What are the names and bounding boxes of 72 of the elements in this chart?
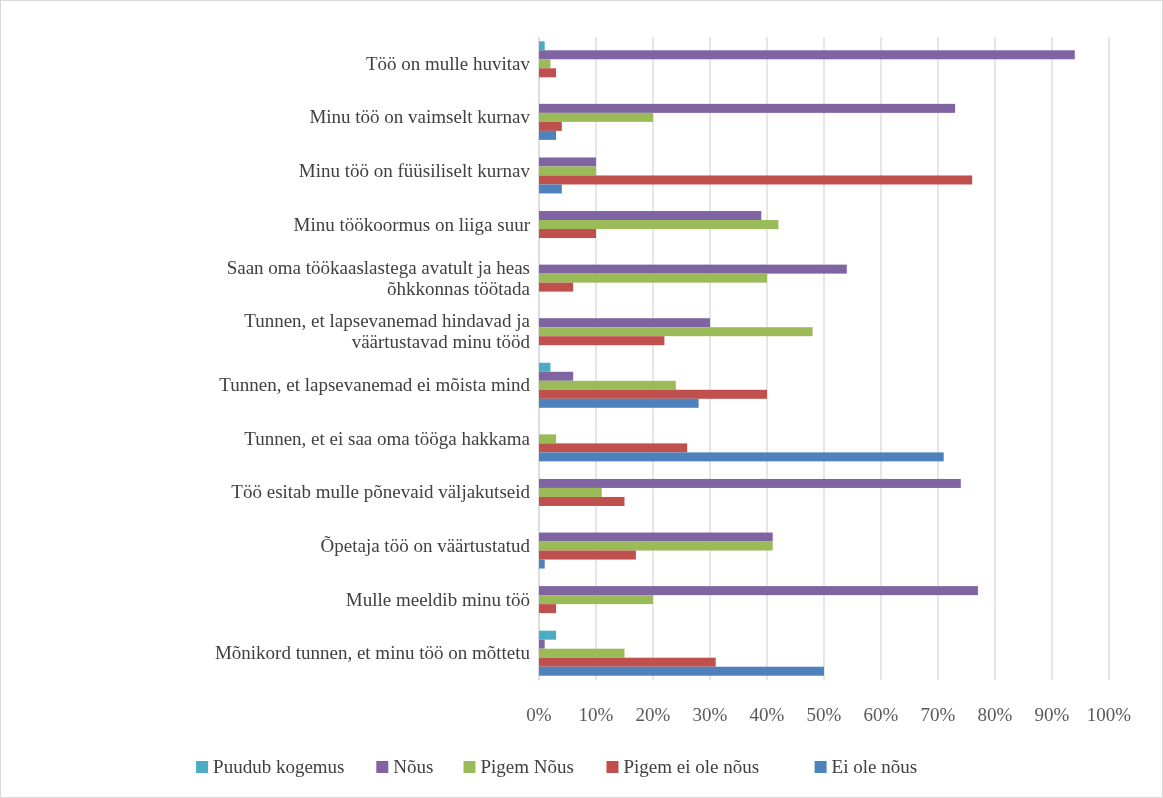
bar [539, 452, 944, 462]
bar [539, 443, 688, 453]
bar [539, 532, 773, 542]
bar [539, 282, 574, 292]
bar [539, 604, 557, 614]
bar [539, 175, 973, 185]
bar [539, 157, 596, 167]
bar [539, 318, 710, 328]
y-tick-label: Minu töö on füüsiliselt kurnav [298, 159, 531, 181]
bar [539, 50, 1075, 60]
x-tick-label: 80% [977, 704, 1013, 725]
bar [539, 327, 813, 337]
bar [539, 130, 557, 140]
bar [539, 478, 961, 488]
bar [539, 380, 676, 390]
bar [539, 559, 545, 569]
bar [539, 657, 716, 667]
legend-label: Pigem ei ole nõus [623, 756, 760, 777]
y-tick-label: Saan oma töökaaslastega avatult ja heas õhkkonnas töötada [226, 256, 531, 299]
x-tick-label: 0% [526, 704, 552, 725]
bar [539, 595, 653, 605]
bar [539, 112, 653, 122]
y-tick-label: Tunnen, et ei saa oma tööga hakkama [244, 427, 531, 449]
legend-label: Ei ole nõus [831, 756, 918, 777]
x-tick-label: 30% [692, 704, 728, 725]
bar [539, 487, 602, 497]
y-tick-label: Minu töökoormus on liiga suur [293, 213, 531, 235]
bar [539, 336, 665, 346]
y-tick-label: Töö esitab mulle põnevaid väljakutseid [231, 481, 531, 503]
x-tick-label: 50% [806, 704, 842, 725]
y-tick-label: Minu töö on vaimselt kurnav [309, 106, 531, 128]
y-tick-label: Õpetaja töö on väärtustatud [320, 535, 531, 557]
x-tick-label: 20% [635, 704, 671, 725]
bar [539, 68, 557, 78]
bar [539, 59, 551, 69]
bar [539, 434, 557, 444]
y-tick-label: Tunnen, et lapsevanemad hindavad ja väärtustavad minu tööd [244, 310, 531, 353]
bar [539, 264, 847, 274]
bar [539, 496, 625, 506]
bar [539, 666, 824, 676]
y-tick-label: Töö on mulle huvitav [365, 52, 531, 74]
bar [539, 41, 545, 51]
x-tick-label: 60% [863, 704, 899, 725]
bar [539, 398, 699, 408]
legend-label: Pigem Nõus [480, 756, 574, 777]
bar [539, 371, 574, 381]
bar [539, 362, 551, 372]
bar [539, 103, 956, 113]
bar [539, 184, 562, 194]
y-tick-label: Mõnikord tunnen, et minu töö on mõttetu [214, 642, 531, 664]
bar [539, 166, 596, 176]
legend-label: Nõus [393, 756, 434, 777]
bar [539, 220, 779, 230]
y-tick-label: Tunnen, et lapsevanemad ei mõista mind [219, 374, 531, 396]
x-tick-label: 70% [920, 704, 956, 725]
y-tick-label: Mulle meeldib minu töö [345, 588, 530, 610]
bar [539, 273, 767, 283]
bar [539, 648, 625, 658]
bar [539, 639, 545, 649]
bar [539, 630, 557, 640]
bar [539, 211, 762, 221]
bar [539, 389, 767, 399]
bar [539, 121, 562, 131]
bar [539, 550, 636, 560]
x-tick-label: 100% [1086, 704, 1132, 725]
bar [539, 586, 978, 596]
bar [539, 229, 596, 239]
legend-label: Puudub kogemus [213, 756, 345, 777]
x-tick-label: 90% [1034, 704, 1070, 725]
x-tick-label: 10% [578, 704, 614, 725]
bar [539, 541, 773, 551]
x-tick-label: 40% [749, 704, 785, 725]
